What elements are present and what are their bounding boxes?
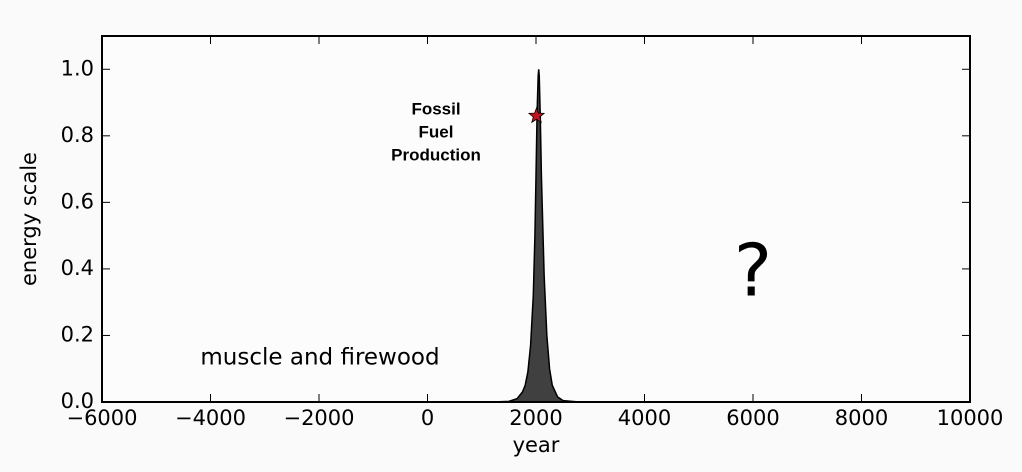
annotation: muscle and firewood — [200, 345, 439, 371]
area — [492, 69, 580, 403]
x-tick-label: 4000 — [618, 406, 671, 430]
y-tick-label: 0.4 — [61, 256, 94, 280]
x-tick-label: 2000 — [509, 406, 562, 430]
annotation: ? — [734, 229, 772, 313]
peak-label: Production — [391, 145, 481, 164]
peak-label: Fossil — [411, 99, 460, 118]
x-tick-label: −6000 — [66, 406, 137, 430]
x-tick-label: 8000 — [835, 406, 888, 430]
x-tick-label: 6000 — [726, 406, 779, 430]
y-tick-label: 0.8 — [61, 123, 94, 147]
x-tick-label: 10000 — [937, 406, 1004, 430]
x-tick-label: −4000 — [175, 406, 246, 430]
y-tick-label: 1.0 — [61, 56, 94, 80]
plot-frame — [101, 35, 971, 403]
star-marker — [527, 106, 546, 124]
x-axis-label: year — [513, 433, 560, 457]
peak-label: Fuel — [419, 122, 454, 141]
y-tick-label: 0.0 — [61, 389, 94, 413]
y-tick-label: 0.2 — [61, 322, 94, 346]
y-axis-label: energy scale — [17, 152, 41, 286]
y-tick-label: 0.6 — [61, 189, 94, 213]
x-tick-label: −2000 — [283, 406, 354, 430]
x-tick-label: 0 — [421, 406, 434, 430]
